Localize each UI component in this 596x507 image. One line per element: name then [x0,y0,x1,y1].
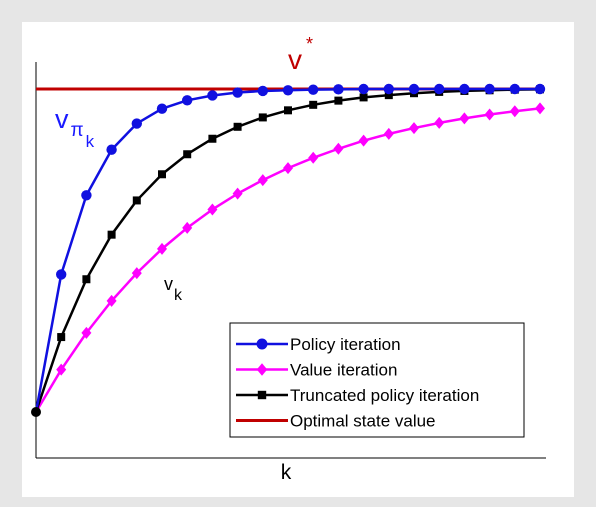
x-axis-label: k [281,461,292,484]
data-point [131,267,142,280]
data-point [434,83,445,95]
data-point [383,127,394,140]
data-point [233,122,242,131]
chart-panel: k v * v πk vk Policy iteration Value iterat… [22,22,574,497]
data-point [409,122,419,135]
origin-point [31,407,41,417]
data-point [183,150,192,159]
legend-box [229,322,525,438]
data-point [107,230,116,239]
legend-marker [256,338,268,350]
legend-marker [256,363,268,376]
data-point [509,83,520,95]
data-point [359,93,368,102]
data-point [106,294,117,307]
legend-marker [257,390,267,400]
data-point [333,142,344,155]
data-point [57,333,66,342]
data-point [358,83,369,95]
annotations: v * v πk vk [55,34,313,304]
data-point [535,102,545,115]
data-point [81,190,92,201]
data-point [131,118,142,129]
v-k-label: vk [164,274,183,304]
data-point [434,116,445,129]
legend: Policy iteration Value iteration Truncated… [229,322,525,438]
data-point [156,103,168,114]
legend-item-optimal-state-value: Optimal state value [236,412,436,431]
legend-label: Optimal state value [290,412,436,431]
legend-label: Truncated policy iteration [290,386,479,405]
data-point [208,134,217,143]
data-point [408,83,420,95]
v-pi-k-label: v πk [55,104,95,151]
data-point [56,269,67,280]
data-point [333,84,344,95]
data-point [358,134,369,147]
data-point [283,162,293,175]
data-point [384,91,393,100]
series-policy-iteration [34,83,546,413]
data-point [257,174,268,187]
data-point [106,144,117,155]
data-point [383,83,394,95]
data-point [232,87,243,98]
data-point [82,275,91,284]
series-value-iteration [34,102,545,413]
data-point [56,363,67,376]
data-point [257,85,268,97]
data-point [484,83,495,95]
data-point [309,100,318,109]
data-point [484,108,495,121]
chart: k v * v πk vk Policy iteration Value iterat… [31,34,546,484]
data-point [81,326,92,339]
legend-item-policy-iteration: Policy iteration [236,335,401,354]
data-point [459,112,470,125]
legend-label: Policy iteration [290,335,401,354]
data-point [207,90,218,101]
data-point [534,83,546,95]
data-point [334,96,343,105]
series-layer [31,83,546,417]
legend-label: Value iteration [290,361,397,380]
data-point [308,84,319,95]
v-star-label: v * [288,34,313,75]
data-point [258,113,267,122]
data-point [158,170,166,179]
data-point [232,187,243,200]
data-point [284,106,292,115]
data-point [459,83,470,95]
data-point [132,196,141,205]
axes: k [35,62,546,484]
data-point [282,85,294,96]
data-point [182,221,193,234]
data-point [157,242,167,255]
data-point [182,95,193,106]
legend-item-value-iteration: Value iteration [236,361,397,380]
data-point [509,105,520,118]
legend-item-truncated-policy-iteration: Truncated policy iteration [236,386,479,405]
data-point [207,203,218,216]
data-point [308,151,319,164]
